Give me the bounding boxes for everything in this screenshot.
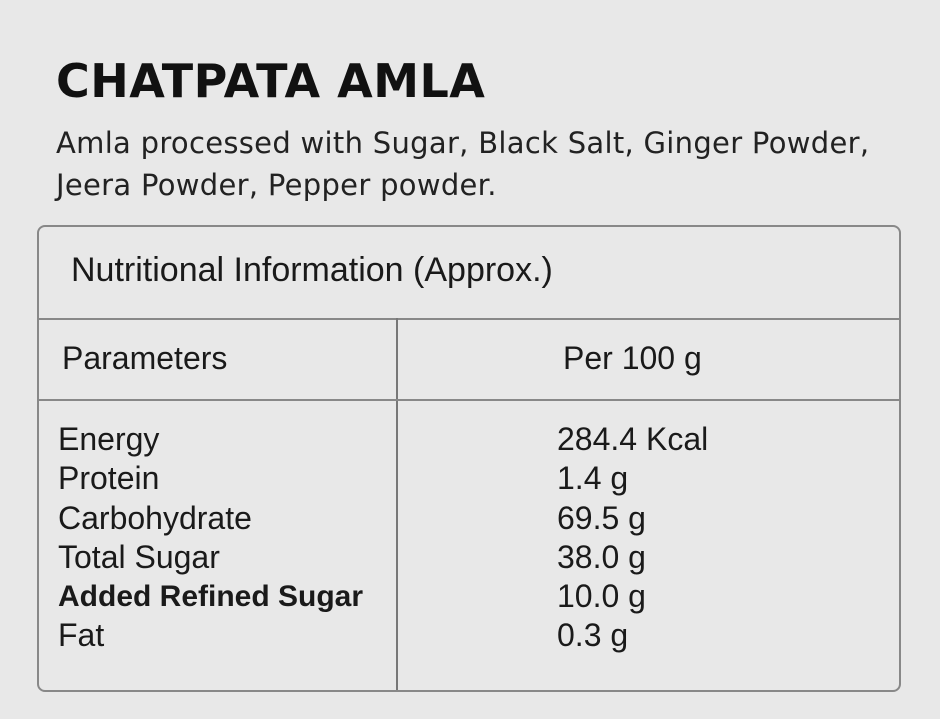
product-title: CHATPATA AMLA — [56, 54, 486, 108]
row-value: 10.0 g — [557, 578, 646, 615]
product-description: Amla processed with Sugar, Black Salt, G… — [56, 126, 870, 202]
header-per-100g: Per 100 g — [563, 340, 702, 376]
table-header-row: Parameters Per 100 g — [39, 320, 899, 401]
table-row: Carbohydrate 69.5 g — [39, 499, 899, 538]
table-row: Protein 1.4 g — [39, 459, 899, 498]
table-caption: Nutritional Information (Approx.) — [71, 251, 553, 289]
row-name: Protein — [58, 460, 160, 497]
row-name: Fat — [58, 617, 105, 654]
table-body: Energy 284.4 Kcal Protein 1.4 g Carbohyd… — [39, 420, 899, 656]
header-parameters: Parameters — [62, 340, 228, 376]
row-name: Carbohydrate — [58, 499, 252, 536]
row-value: 0.3 g — [557, 617, 629, 654]
row-name-bold: Added Refined Sugar — [58, 580, 364, 614]
nutrition-table: Nutritional Information (Approx.) Parame… — [37, 225, 901, 692]
table-row: Total Sugar 38.0 g — [39, 538, 899, 577]
row-value: 1.4 g — [557, 460, 629, 497]
row-value: 69.5 g — [557, 499, 646, 536]
table-row: Energy 284.4 Kcal — [39, 420, 899, 459]
table-row: Fat 0.3 g — [39, 616, 899, 655]
row-name: Energy — [58, 421, 160, 457]
row-value: 38.0 g — [557, 538, 646, 575]
column-divider — [396, 318, 398, 690]
row-name: Total Sugar — [58, 538, 220, 575]
table-caption-row: Nutritional Information (Approx.) — [39, 227, 899, 320]
row-value: 284.4 Kcal — [557, 421, 709, 457]
table-row: Added Refined Sugar 10.0 g — [39, 577, 899, 616]
